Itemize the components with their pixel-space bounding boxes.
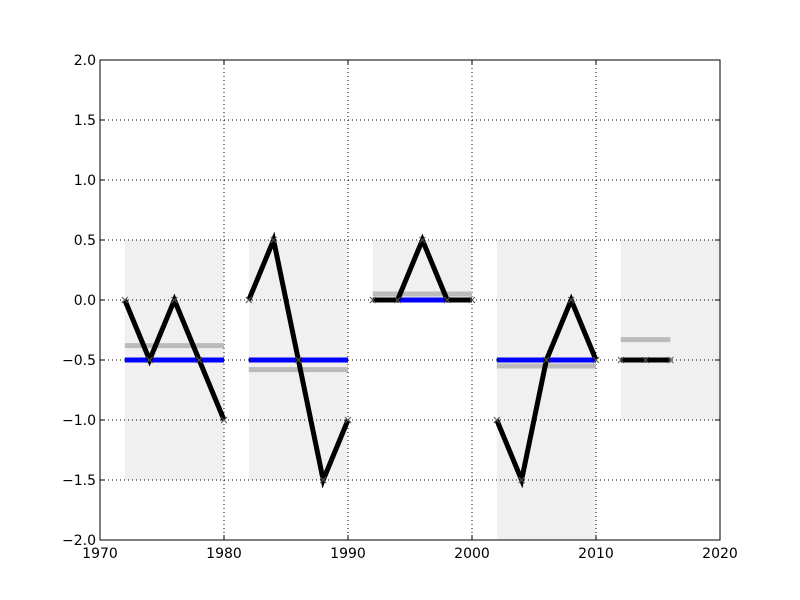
x-tick-labels: 1970 1980 1990 2000 2010 2020	[82, 546, 738, 562]
x-tick-label: 1970	[82, 546, 118, 562]
y-tick-label: 1.5	[74, 113, 96, 129]
data-point-1-1	[270, 236, 277, 244]
data-point-3-0	[493, 416, 501, 424]
data-point-0-4	[220, 416, 228, 424]
x-tick-label: 1980	[206, 546, 242, 562]
data-point-0-1	[146, 356, 153, 364]
range-band-2	[372, 240, 472, 300]
data-point-1-0	[245, 296, 253, 304]
x-tick-label: 2010	[578, 546, 614, 562]
range-band-3	[496, 240, 596, 540]
data-point-3-3	[567, 296, 575, 304]
data-point-1-3	[319, 476, 327, 484]
y-tick-label: 0.0	[74, 293, 96, 309]
y-tick-label: −1.5	[62, 473, 96, 489]
data-point-4-1	[642, 356, 649, 364]
data-point-3-4	[592, 356, 600, 364]
data-point-2-4	[468, 296, 476, 304]
x-tick-label: 2020	[702, 546, 738, 562]
x-tick-label: 1990	[330, 546, 366, 562]
point-markers	[121, 236, 674, 484]
x-tick-label: 2000	[454, 546, 490, 562]
y-tick-label: 2.0	[74, 53, 96, 69]
range-band-4	[620, 240, 720, 420]
data-point-2-3	[443, 296, 451, 304]
data-point-0-0	[121, 296, 129, 304]
axis-ticks	[99, 59, 721, 541]
data-point-2-1	[394, 296, 401, 304]
y-tick-label: 1.0	[74, 173, 96, 189]
data-point-2-2	[419, 236, 426, 244]
y-tick-label: −0.5	[62, 353, 96, 369]
data-point-2-0	[369, 296, 377, 304]
data-point-4-2	[667, 356, 674, 364]
y-tick-labels: −2.0 −1.5 −1.0 −0.5 0.0 0.5 1.0 1.5 2.0	[62, 53, 96, 549]
data-point-3-2	[543, 356, 550, 364]
data-point-4-0	[617, 356, 625, 364]
y-tick-label: 0.5	[74, 233, 96, 249]
data-point-1-2	[295, 356, 302, 364]
y-tick-label: −1.0	[62, 413, 96, 429]
y-tick-label: −2.0	[62, 533, 96, 549]
data-point-0-2	[171, 296, 178, 304]
data-point-0-3	[195, 356, 203, 364]
data-point-1-4	[344, 416, 352, 424]
data-point-3-1	[518, 476, 525, 484]
